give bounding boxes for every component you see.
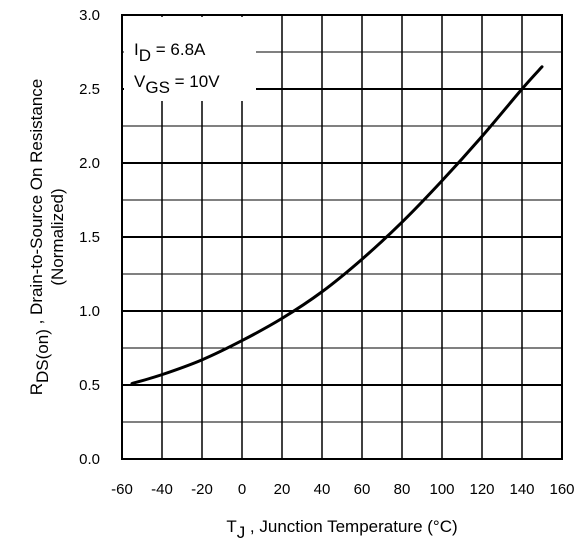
x-tick-labels: -60 -40 -20 0 20 40 60 80 100 120 140 160 (111, 481, 574, 498)
annotation-vgs-sub: GS (145, 78, 170, 97)
annotation-box (124, 17, 256, 101)
y-axis-title-main: R (27, 383, 46, 395)
x-tick-label: 120 (469, 481, 494, 498)
y-tick-label: 1.0 (79, 303, 100, 320)
y-axis-title: RDS(on) , Drain-to-Source On Resistance … (27, 79, 67, 396)
y-axis-title-line2: (Normalized) (48, 188, 67, 285)
x-tick-label: -60 (111, 481, 133, 498)
x-axis-title-sub: J (237, 523, 246, 542)
y-tick-label: 3.0 (79, 7, 100, 24)
x-tick-label: 140 (509, 481, 534, 498)
y-tick-label: 2.0 (79, 155, 100, 172)
x-tick-label: 20 (274, 481, 291, 498)
x-axis-title-rest: , Junction Temperature (°C) (245, 517, 457, 536)
y-tick-label: 0.5 (79, 377, 100, 394)
annotation-vgs: VGS = 10V (134, 72, 220, 97)
y-axis-title-line1: RDS(on) , Drain-to-Source On Resistance (27, 79, 52, 396)
x-tick-label: 160 (549, 481, 574, 498)
plot-frame (121, 14, 563, 460)
x-axis-title: TJ , Junction Temperature (°C) (226, 517, 457, 542)
annotation-vgs-main: V (134, 72, 146, 91)
x-tick-label: 40 (314, 481, 331, 498)
annotation-vgs-rest: = 10V (170, 72, 220, 91)
x-tick-label: 80 (394, 481, 411, 498)
x-axis-title-main: T (226, 517, 236, 536)
y-tick-label: 0.0 (79, 451, 100, 468)
x-tick-label: -20 (191, 481, 213, 498)
annotation-id-rest: = 6.8A (151, 40, 206, 59)
y-axis-title-sub: DS(on) (33, 329, 52, 383)
y-tick-labels: 0.0 0.5 1.0 1.5 2.0 2.5 3.0 (79, 7, 100, 468)
y-tick-label: 1.5 (79, 229, 100, 246)
annotation-id: ID = 6.8A (134, 40, 206, 65)
series-layer (130, 65, 544, 386)
y-tick-label: 2.5 (79, 81, 100, 98)
y-axis-title-rest: , Drain-to-Source On Resistance (27, 79, 46, 329)
series-line (130, 65, 544, 386)
x-tick-label: 100 (429, 481, 454, 498)
x-tick-label: 60 (354, 481, 371, 498)
annotation-id-main: I (134, 40, 139, 59)
x-tick-label: -40 (151, 481, 173, 498)
annotation-id-sub: D (139, 46, 151, 65)
x-tick-label: 0 (238, 481, 246, 498)
